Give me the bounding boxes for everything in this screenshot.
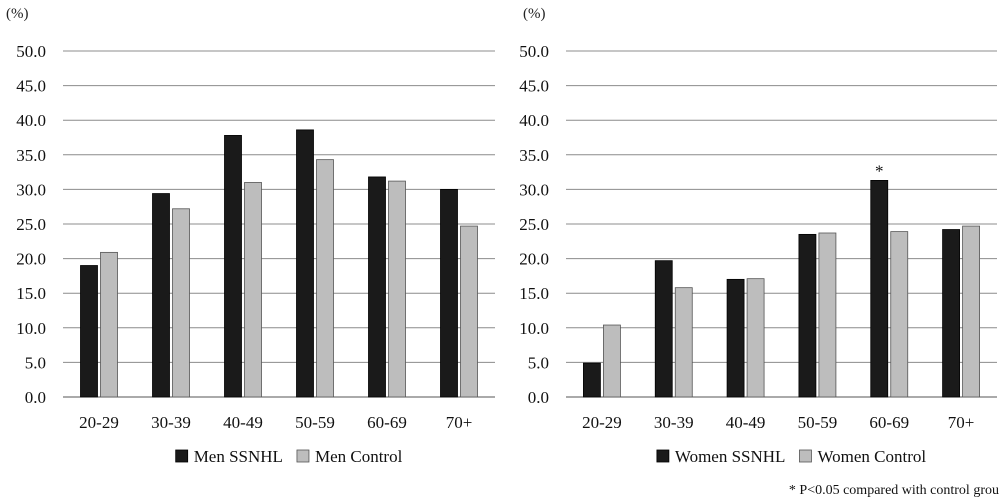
men-legend: Men SSNHL Men Control [175, 447, 403, 466]
men-bar-control-40-49 [244, 182, 262, 398]
men-legend-label-control: Men Control [315, 447, 403, 466]
women-y-tick-label: 0.0 [528, 388, 549, 407]
footnote: * P<0.05 compared with control grou [789, 483, 999, 498]
men-legend-swatch-ssnhl [175, 449, 189, 463]
women-category-label: 40-49 [726, 413, 766, 432]
women-bar-control-40-49 [746, 278, 765, 398]
women-y-tick-label: 5.0 [528, 353, 549, 372]
women-bar-ssnhl-30-39 [654, 260, 673, 398]
women-bar-ssnhl-50-59 [798, 233, 817, 398]
women-bar-ssnhl-60-69 [870, 180, 889, 398]
men-bar-ssnhl-70+ [440, 188, 458, 398]
men-bar-ssnhl-30-39 [152, 193, 170, 398]
men-bar-ssnhl-20-29 [80, 265, 98, 398]
men-y-tick-label: 15.0 [16, 284, 46, 303]
women-y-tick-label: 40.0 [519, 111, 549, 130]
women-y-tick-label: 45.0 [519, 77, 549, 96]
women-bar-ssnhl-70+ [942, 229, 960, 398]
men-bar-ssnhl-50-59 [296, 129, 314, 398]
men-chart: (%) 0.0 5.0 10.0 15.0 20.0 25.0 30.0 35.0 40.0 45.… [6, 6, 495, 466]
women-legend-label-ssnhl: Women SSNHL [675, 447, 786, 466]
women-chart: (%) 0.0 5.0 10.0 15.0 20.0 25.0 30.0 35.0 40.0 45.… [519, 6, 997, 466]
women-category-label: 20-29 [582, 413, 622, 432]
women-y-tick-label: 35.0 [519, 146, 549, 165]
women-legend: Women SSNHL Women Control [656, 447, 926, 466]
men-legend-label-ssnhl: Men SSNHL [194, 447, 283, 466]
men-bar-ssnhl-60-69 [368, 176, 386, 398]
men-bar-control-70+ [460, 225, 478, 398]
men-y-tick-label: 20.0 [16, 250, 46, 269]
women-bar-control-70+ [962, 225, 980, 398]
women-category-label: 30-39 [654, 413, 694, 432]
men-bar-ssnhl-40-49 [224, 135, 242, 398]
men-bar-control-50-59 [316, 159, 334, 398]
men-y-tick-label: 10.0 [16, 319, 46, 338]
women-legend-swatch-ssnhl [656, 449, 670, 463]
men-category-label: 60-69 [367, 413, 407, 432]
men-category-label: 50-59 [295, 413, 335, 432]
men-category-label: 40-49 [223, 413, 263, 432]
men-category-label: 70+ [446, 413, 473, 432]
men-y-tick-label: 30.0 [16, 180, 46, 199]
men-bar-control-60-69 [388, 180, 406, 398]
women-bar-ssnhl-40-49 [726, 278, 745, 398]
women-y-tick-label: 20.0 [519, 250, 549, 269]
men-y-tick-label: 40.0 [16, 111, 46, 130]
women-y-tick-label: 15.0 [519, 284, 549, 303]
women-category-label: 50-59 [798, 413, 838, 432]
women-y-tick-label: 50.0 [519, 42, 549, 61]
men-unit-label: (%) [6, 6, 29, 22]
men-y-tick-label: 0.0 [25, 388, 46, 407]
women-y-tick-label: 10.0 [519, 319, 549, 338]
men-y-tick-label: 35.0 [16, 146, 46, 165]
women-legend-label-control: Women Control [817, 447, 926, 466]
women-category-label: 60-69 [869, 413, 909, 432]
women-bar-control-50-59 [818, 232, 837, 398]
men-category-label: 30-39 [151, 413, 191, 432]
women-y-tick-label: 25.0 [519, 215, 549, 234]
men-bar-control-20-29 [100, 251, 118, 398]
men-y-tick-label: 50.0 [16, 42, 46, 61]
women-category-label: 70+ [948, 413, 975, 432]
men-bar-control-30-39 [172, 208, 190, 398]
women-legend-swatch-control [799, 449, 812, 463]
men-y-tick-label: 45.0 [16, 77, 46, 96]
women-unit-label: (%) [523, 6, 546, 22]
women-bar-control-60-69 [890, 231, 909, 398]
men-y-tick-label: 25.0 [16, 215, 46, 234]
men-category-label: 20-29 [79, 413, 119, 432]
women-bar-ssnhl-20-29 [583, 362, 601, 398]
men-legend-swatch-control [296, 449, 310, 463]
women-bar-control-20-29 [603, 324, 621, 398]
women-bar-control-30-39 [674, 287, 693, 398]
women-significance-mark: * [875, 161, 884, 180]
men-y-tick-label: 5.0 [25, 353, 46, 372]
women-y-tick-label: 30.0 [519, 180, 549, 199]
